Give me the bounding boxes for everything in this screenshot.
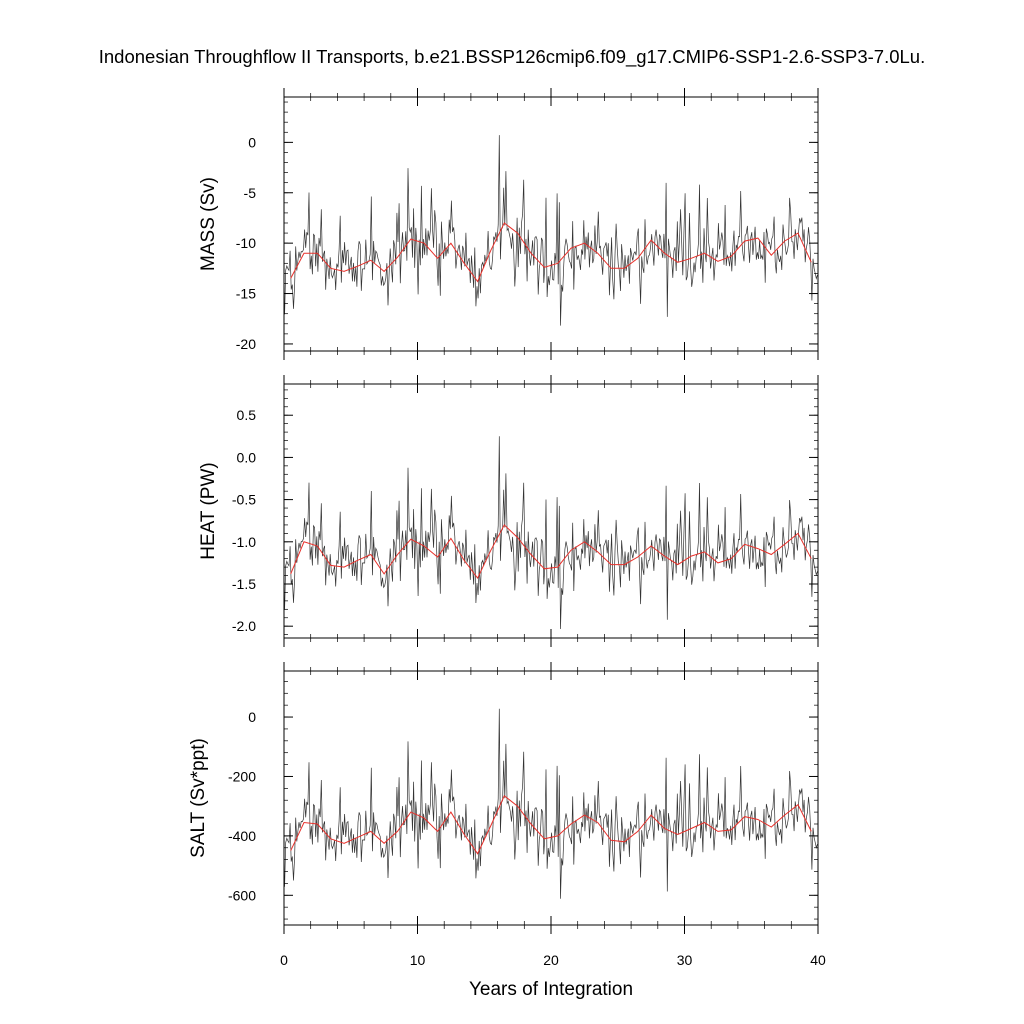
- monthly-series-line: [284, 708, 818, 899]
- monthly-series-line: [284, 135, 818, 326]
- y-tick-label: -200: [228, 768, 256, 784]
- y-tick-label: 0.0: [237, 449, 257, 465]
- x-tick-label: 40: [810, 952, 826, 968]
- chart-title: Indonesian Throughflow II Transports, b.…: [98, 46, 926, 67]
- annual-mean-line: [290, 524, 812, 580]
- y-tick-label: -20: [236, 336, 256, 352]
- monthly-series-line: [284, 436, 818, 630]
- y-tick-label: -400: [228, 828, 256, 844]
- y-axis-label: SALT (Sv*ppt): [188, 738, 209, 858]
- y-tick-label: 0.5: [237, 407, 257, 423]
- y-tick-label: -2.0: [232, 618, 256, 634]
- panel-1: 0.5 0.0 -0.5 -1.0 -1.5 -2.0 HEAT (PW): [198, 375, 819, 647]
- x-tick-label: 30: [677, 952, 693, 968]
- y-tick-label: 0: [248, 134, 256, 150]
- annual-mean-line: [290, 222, 812, 283]
- y-tick-label: -10: [236, 235, 256, 251]
- y-tick-label: -0.5: [232, 492, 256, 508]
- y-tick-label: -600: [228, 887, 256, 903]
- y-tick-label: -1.5: [232, 576, 256, 592]
- y-tick-label: 0: [248, 709, 256, 725]
- y-axis-label: MASS (Sv): [198, 177, 219, 271]
- x-axis-label: Years of Integration: [469, 979, 633, 1000]
- y-tick-label: -5: [244, 185, 257, 201]
- panel-frame: [283, 670, 819, 926]
- x-tick-label: 20: [543, 952, 559, 968]
- annual-mean-line: [290, 795, 812, 855]
- panel-0: 0 -5 -10 -15 -20 MASS (Sv): [198, 88, 819, 360]
- x-tick-label: 10: [410, 952, 426, 968]
- y-axis-label: HEAT (PW): [198, 462, 219, 559]
- panels-layer: 0 -5 -10 -15 -20 MASS (Sv) 0.5 0.0 -0.5 -1.0 -1.5 -…: [188, 88, 826, 968]
- y-tick-label: -15: [236, 286, 256, 302]
- panel-2: 0 -200 -400 -600 SALT (Sv*ppt): [188, 662, 819, 934]
- y-tick-label: -1.0: [232, 534, 256, 550]
- panel-frame: [283, 96, 819, 352]
- panel-frame: [283, 383, 819, 639]
- x-tick-label: 0: [280, 952, 288, 968]
